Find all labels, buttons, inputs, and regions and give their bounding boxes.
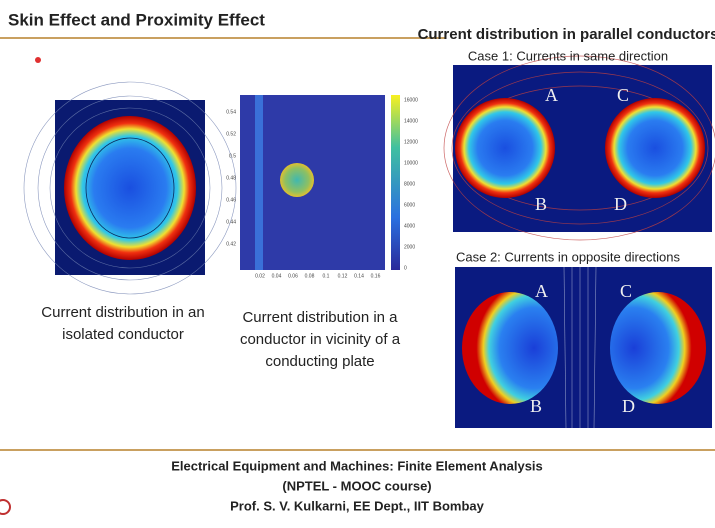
y-tick-label: 0.5 xyxy=(229,153,236,159)
y-tick-label: 0.44 xyxy=(226,219,236,225)
x-tick-label: 0.04 xyxy=(272,273,282,279)
x-tick-label: 0.1 xyxy=(323,273,330,279)
colorbar-tick-label: 8000 xyxy=(404,181,415,187)
conductor xyxy=(455,98,555,198)
point-label: B xyxy=(530,396,542,416)
conductor xyxy=(462,292,558,404)
footer-line: (NPTEL - MOOC course) xyxy=(282,478,431,493)
colorbar-tick-label: 14000 xyxy=(404,118,418,124)
y-tick-label: 0.48 xyxy=(226,175,236,181)
colorbar-tick-label: 2000 xyxy=(404,244,415,250)
logo xyxy=(0,500,10,514)
y-tick-label: 0.42 xyxy=(226,241,236,247)
slide-title: Skin Effect and Proximity Effect xyxy=(8,10,265,29)
y-tick-label: 0.46 xyxy=(226,197,236,203)
point-label: B xyxy=(535,194,547,214)
x-tick-label: 0.16 xyxy=(371,273,381,279)
caption: conducting plate xyxy=(265,353,374,370)
x-tick-label: 0.02 xyxy=(255,273,265,279)
colorbar-tick-label: 10000 xyxy=(404,160,418,166)
point-label: D xyxy=(622,396,635,416)
footer-line: Electrical Equipment and Machines: Finit… xyxy=(171,458,543,473)
colorbar-tick-label: 16000 xyxy=(404,97,418,103)
caption: isolated conductor xyxy=(62,326,184,343)
section-title: Current distribution in parallel conduct… xyxy=(418,26,715,43)
colorbar xyxy=(391,95,400,270)
point-label: C xyxy=(617,85,629,105)
case-title: Case 1: Currents in same direction xyxy=(468,48,668,63)
caption: Current distribution in an xyxy=(41,304,204,321)
colorbar-tick-label: 6000 xyxy=(404,202,415,208)
caption: Current distribution in a xyxy=(242,309,398,326)
x-tick-label: 0.12 xyxy=(338,273,348,279)
slide: Skin Effect and Proximity Effect 0.54 0.5… xyxy=(0,0,715,528)
slide-canvas: Skin Effect and Proximity Effect 0.54 0.5… xyxy=(0,0,715,528)
point-label: C xyxy=(620,281,632,301)
y-tick-label: 0.52 xyxy=(226,131,236,137)
conductor xyxy=(610,292,706,404)
x-tick-label: 0.08 xyxy=(305,273,315,279)
caption: conductor in vicinity of a xyxy=(240,331,401,348)
case-title: Case 2: Currents in opposite directions xyxy=(456,249,681,264)
x-tick-label: 0.14 xyxy=(354,273,364,279)
footer-line: Prof. S. V. Kulkarni, EE Dept., IIT Bomb… xyxy=(230,498,485,513)
conductor xyxy=(280,163,314,197)
point-label: D xyxy=(614,194,627,214)
conductor xyxy=(605,98,705,198)
x-tick-label: 0.06 xyxy=(288,273,298,279)
y-tick-label: 0.54 xyxy=(226,109,236,115)
dot xyxy=(35,57,41,63)
point-label: A xyxy=(545,85,558,105)
colorbar-tick-label: 12000 xyxy=(404,139,418,145)
point-label: A xyxy=(535,281,548,301)
colorbar-tick-label: 0 xyxy=(404,265,407,271)
colorbar-tick-label: 4000 xyxy=(404,223,415,229)
